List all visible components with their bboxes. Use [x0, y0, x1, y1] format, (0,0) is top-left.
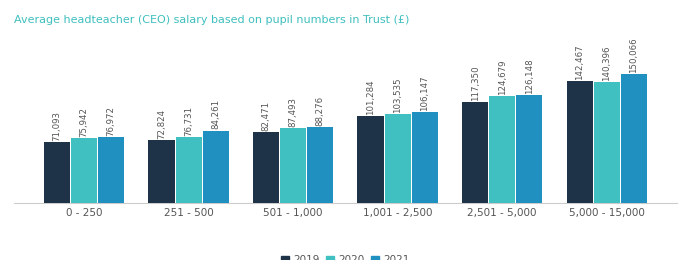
Legend: 2019, 2020, 2021: 2019, 2020, 2021 [277, 251, 414, 260]
Text: 140,396: 140,396 [602, 46, 611, 81]
Bar [384, 114, 411, 203]
Bar [358, 116, 384, 203]
Bar [44, 142, 70, 203]
Text: 82,471: 82,471 [261, 101, 270, 131]
Text: Average headteacher (CEO) salary based on pupil numbers in Trust (£): Average headteacher (CEO) salary based o… [14, 15, 409, 25]
Text: 87,493: 87,493 [289, 97, 298, 127]
Bar [280, 128, 306, 203]
Bar [176, 137, 202, 203]
Text: 72,824: 72,824 [157, 109, 166, 139]
Bar [594, 82, 620, 203]
Bar [462, 102, 488, 203]
Text: 71,093: 71,093 [53, 111, 62, 141]
Bar [148, 140, 174, 203]
Text: 84,261: 84,261 [211, 99, 220, 129]
Bar [202, 131, 229, 203]
Text: 106,147: 106,147 [421, 75, 430, 111]
Bar [98, 137, 124, 203]
Text: 76,731: 76,731 [184, 106, 193, 136]
Text: 76,972: 76,972 [107, 106, 116, 136]
Bar [489, 96, 515, 203]
Text: 150,066: 150,066 [629, 37, 638, 73]
Text: 124,679: 124,679 [498, 59, 507, 95]
Text: 142,467: 142,467 [575, 44, 584, 80]
Bar [307, 127, 333, 203]
Bar [71, 138, 97, 203]
Text: 75,942: 75,942 [79, 107, 89, 136]
Bar [621, 74, 647, 203]
Bar [516, 95, 542, 203]
Text: 103,535: 103,535 [393, 77, 402, 113]
Bar [412, 112, 438, 203]
Text: 101,284: 101,284 [366, 79, 375, 115]
Text: 126,148: 126,148 [525, 58, 534, 94]
Bar [566, 81, 592, 203]
Text: 117,350: 117,350 [471, 66, 479, 101]
Text: 88,276: 88,276 [316, 96, 325, 126]
Bar [253, 132, 279, 203]
